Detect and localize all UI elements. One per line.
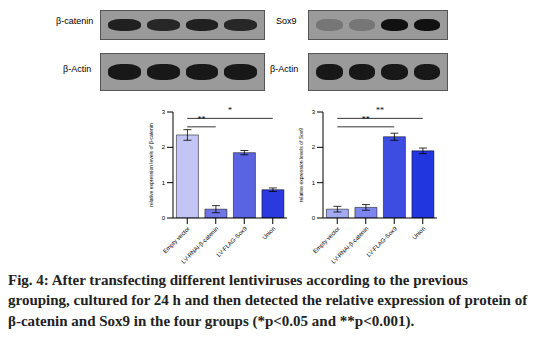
svg-text:relative expression levels of: relative expression levels of Sox9 bbox=[298, 128, 304, 202]
svg-text:LV-RNAi-β-catenin: LV-RNAi-β-catenin bbox=[330, 225, 369, 264]
svg-text:1: 1 bbox=[162, 180, 166, 186]
svg-text:LV-FLAG-Sox9: LV-FLAG-Sox9 bbox=[366, 225, 399, 258]
html-text:β-Actin: β-Actin bbox=[63, 64, 92, 74]
svg-text:3: 3 bbox=[312, 109, 316, 115]
svg-text:*: * bbox=[228, 106, 232, 115]
svg-text:Empty vector: Empty vector bbox=[312, 225, 341, 254]
html-text:β-Actin: β-Actin bbox=[270, 64, 299, 74]
svg-text:Empty vector: Empty vector bbox=[162, 225, 191, 254]
svg-text:1: 1 bbox=[312, 180, 316, 186]
svg-text:Union: Union bbox=[261, 225, 276, 240]
svg-text:2: 2 bbox=[312, 144, 316, 150]
svg-text:0: 0 bbox=[312, 215, 316, 221]
svg-text:**: ** bbox=[198, 115, 206, 124]
html-text:Fig. 4: After transfecting dif: Fig. 4: After transfecting different len… bbox=[8, 272, 528, 329]
svg-text:LV-FLAG-Sox9: LV-FLAG-Sox9 bbox=[216, 225, 249, 258]
svg-text:LV-RNAi-β-catenin: LV-RNAi-β-catenin bbox=[180, 225, 219, 264]
svg-text:relative expression levels of: relative expression levels of β-catenin bbox=[148, 123, 154, 207]
html-text:Sox9: Sox9 bbox=[276, 16, 297, 26]
svg-text:0: 0 bbox=[162, 215, 166, 221]
svg-text:3: 3 bbox=[162, 109, 166, 115]
svg-text:**: ** bbox=[362, 115, 370, 124]
svg-text:Union: Union bbox=[411, 225, 426, 240]
svg-text:**: ** bbox=[376, 106, 384, 115]
html-text:β-catenin: β-catenin bbox=[56, 16, 94, 26]
svg-text:2: 2 bbox=[162, 144, 166, 150]
